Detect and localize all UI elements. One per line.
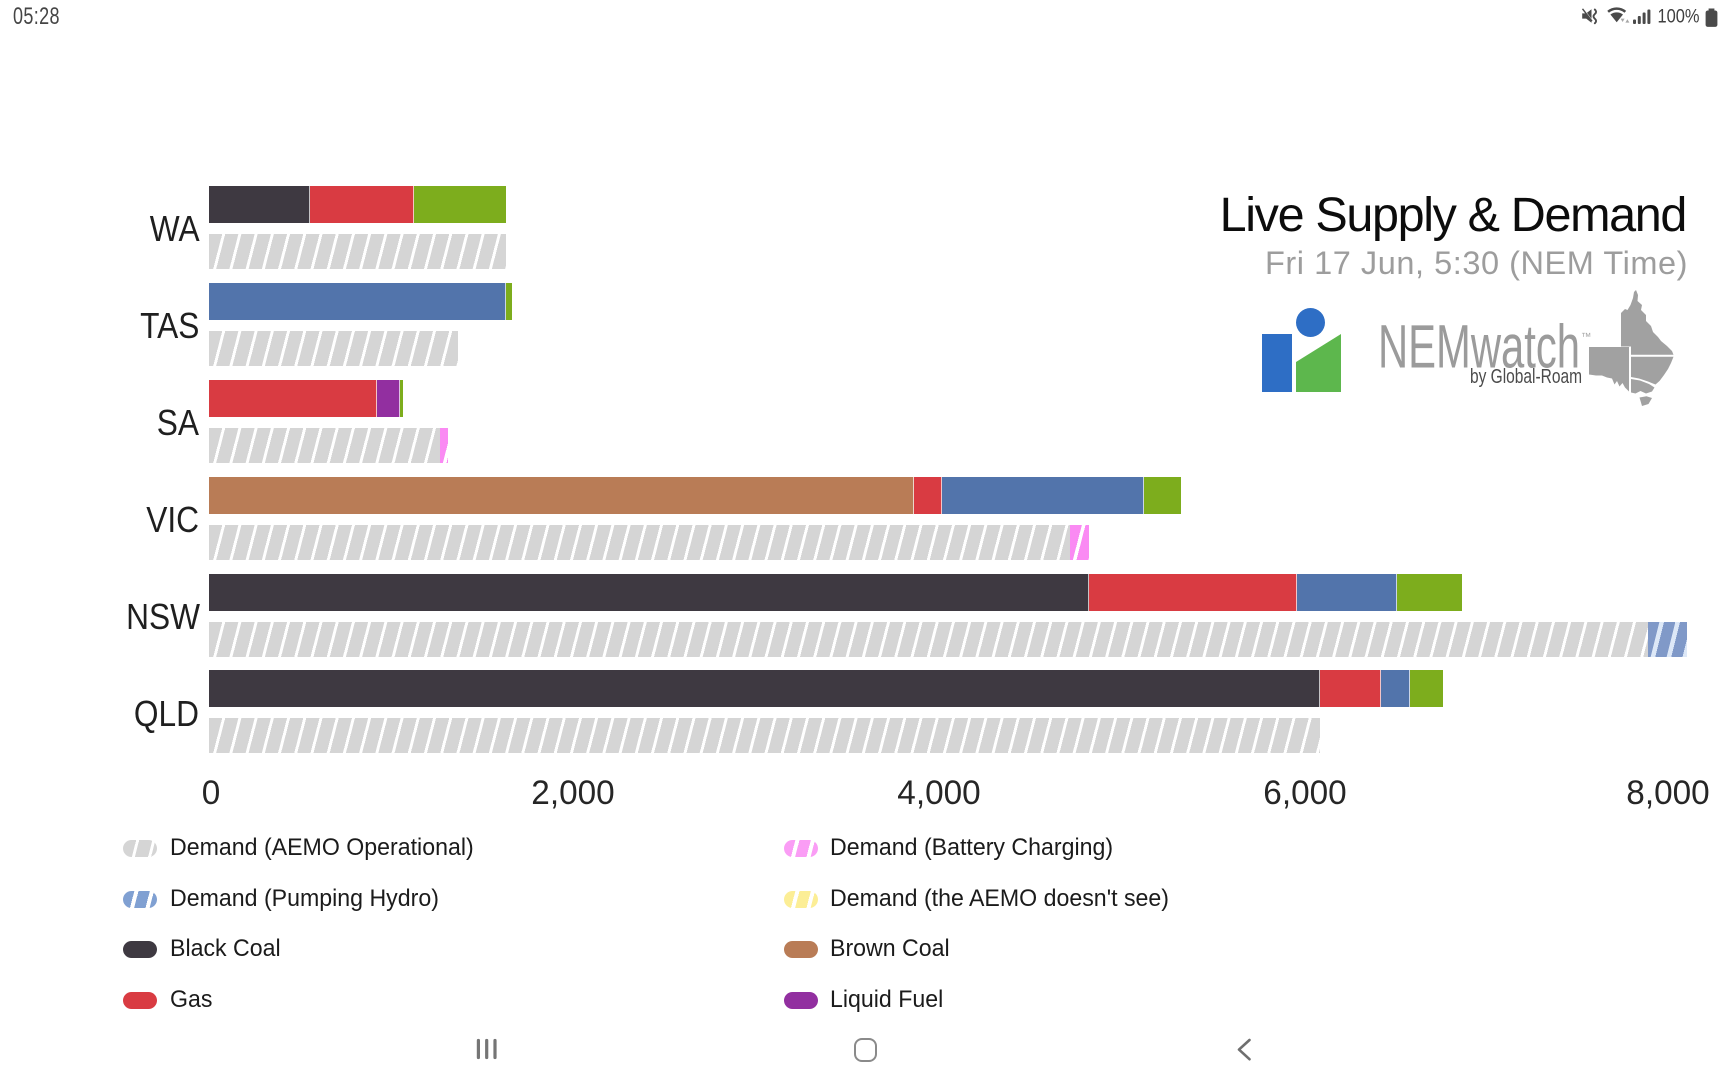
svg-text:by Global-Roam: by Global-Roam xyxy=(1470,365,1582,388)
svg-text:100%: 100% xyxy=(1658,6,1700,28)
svg-text:NEMwatch: NEMwatch xyxy=(1378,318,1580,381)
svg-text:™: ™ xyxy=(1581,331,1592,343)
